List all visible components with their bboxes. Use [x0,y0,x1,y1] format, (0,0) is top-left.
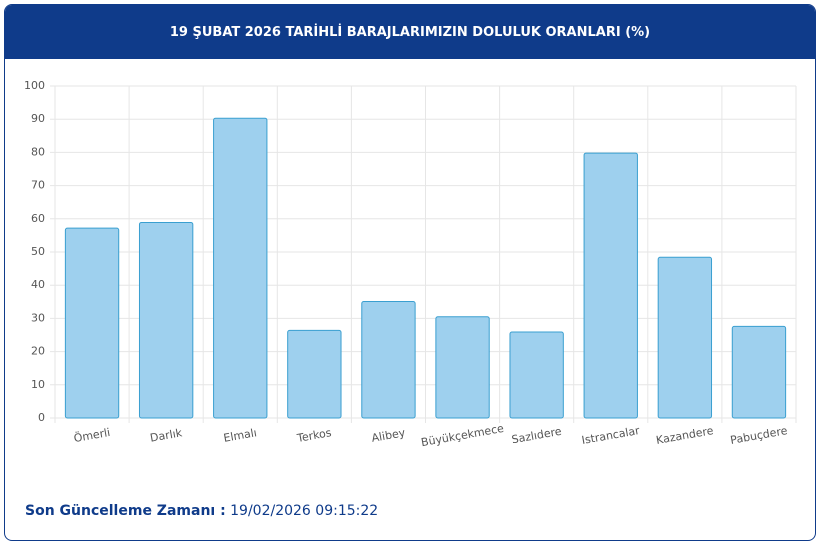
x-tick-label: Büyükçekmece [420,422,505,449]
x-tick-label: Pabuçdere [729,424,788,447]
bar [509,331,564,419]
bar [213,117,268,419]
update-time: Son Güncelleme Zamanı : 19/02/2026 09:15… [25,503,378,519]
chart: 0 10 20 30 40 50 60 70 80 90 100 Ömerli Darlık Elmalı… [24,79,797,449]
y-tick-label: 70 [31,179,45,192]
bar [287,329,342,419]
chart-title: 19 ŞUBAT 2026 TARİHLİ BARAJLARIMIZIN DOL… [5,5,815,59]
y-tick-label: 0 [38,411,45,424]
y-tick-label: 50 [31,245,45,258]
y-tick-label: 40 [31,278,45,291]
bar [657,256,713,419]
x-tick-label: Sazlıdere [511,425,563,447]
bar [583,152,638,419]
x-tick-label: Alibey [371,426,407,445]
update-value: 19/02/2026 09:15:22 [230,503,379,519]
bar [435,316,490,419]
x-tick-label: Elmalı [223,426,258,445]
y-tick-label: 20 [31,345,45,358]
y-tick-label: 90 [31,112,45,125]
x-tick-label: Istrancalar [581,424,641,447]
x-tick-label: Kazandere [655,424,715,447]
x-tick-label: Terkos [295,426,333,445]
x-tick-label: Darlık [149,426,184,445]
y-tick-label: 10 [31,378,45,391]
bar [731,325,787,419]
y-tick-label: 60 [31,212,45,225]
bar [138,221,194,419]
y-tick-label: 30 [31,311,45,324]
card: 19 ŞUBAT 2026 TARİHLİ BARAJLARIMIZIN DOL… [4,4,816,541]
bar [64,227,120,419]
y-tick-label: 80 [31,145,45,158]
update-label: Son Güncelleme Zamanı : [25,503,226,519]
bar [361,300,416,419]
y-tick-label: 100 [24,79,45,92]
x-tick-label: Ömerli [73,426,111,445]
